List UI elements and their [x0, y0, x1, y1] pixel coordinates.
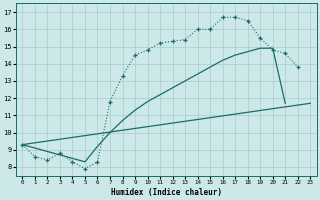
X-axis label: Humidex (Indice chaleur): Humidex (Indice chaleur): [111, 188, 222, 197]
